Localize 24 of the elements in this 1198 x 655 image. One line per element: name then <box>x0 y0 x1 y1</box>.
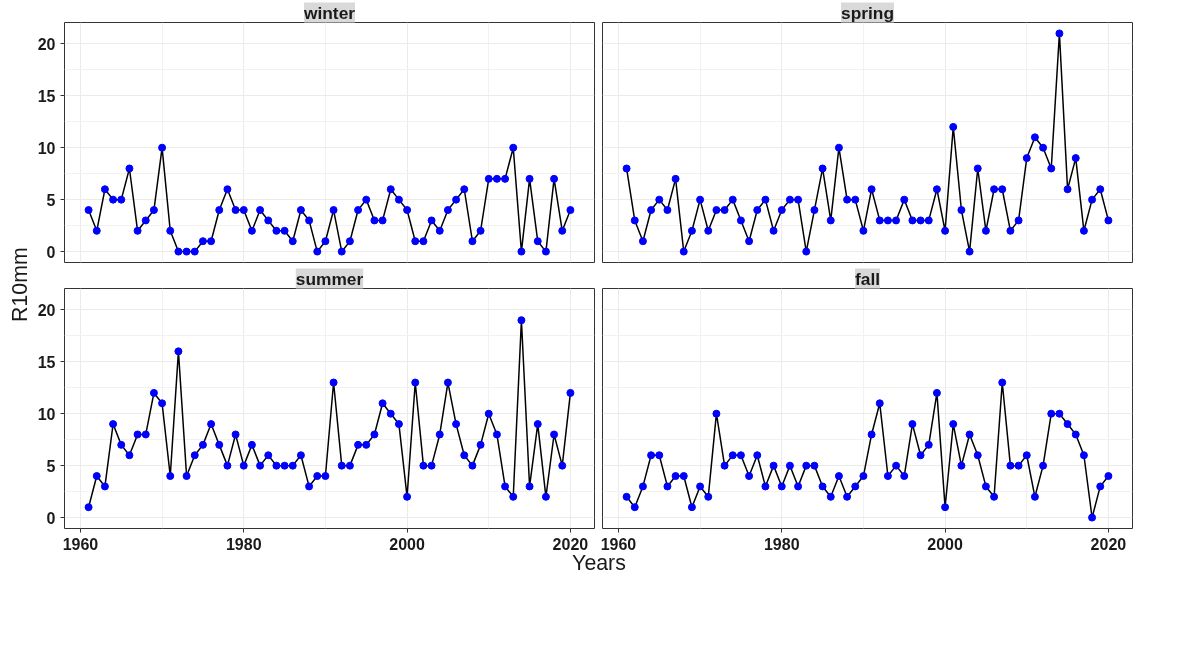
y-tick-label: 10 <box>37 139 56 157</box>
x-tick-label: 2020 <box>552 535 589 553</box>
y-tick-label: 15 <box>37 353 56 371</box>
y-tick-label: 20 <box>37 301 56 319</box>
x-tick-label: 1960 <box>62 535 99 553</box>
y-tick-label: 0 <box>46 509 56 527</box>
chart-title: winter <box>302 2 356 23</box>
x-tick-label: 1980 <box>225 535 262 553</box>
x-tick-label: 2000 <box>389 535 425 553</box>
y-tick-label: 5 <box>46 191 56 209</box>
y-tick-label: 0 <box>46 243 56 261</box>
y-tick-label: 5 <box>46 457 56 475</box>
y-tick-label: 10 <box>37 405 56 423</box>
chart-title: spring <box>841 2 894 23</box>
y-tick-label: 15 <box>37 87 56 105</box>
y-axis-title: R10mm <box>7 247 33 323</box>
x-tick-label: 2000 <box>927 535 963 553</box>
x-tick-label: 1980 <box>763 535 800 553</box>
chart-title: summer <box>295 268 364 289</box>
x-tick-label: 2020 <box>1090 535 1127 553</box>
x-tick-label: 1960 <box>600 535 637 553</box>
x-axis-title: Years <box>572 550 626 577</box>
chart-title: fall <box>854 268 881 289</box>
y-tick-label: 20 <box>37 35 56 53</box>
